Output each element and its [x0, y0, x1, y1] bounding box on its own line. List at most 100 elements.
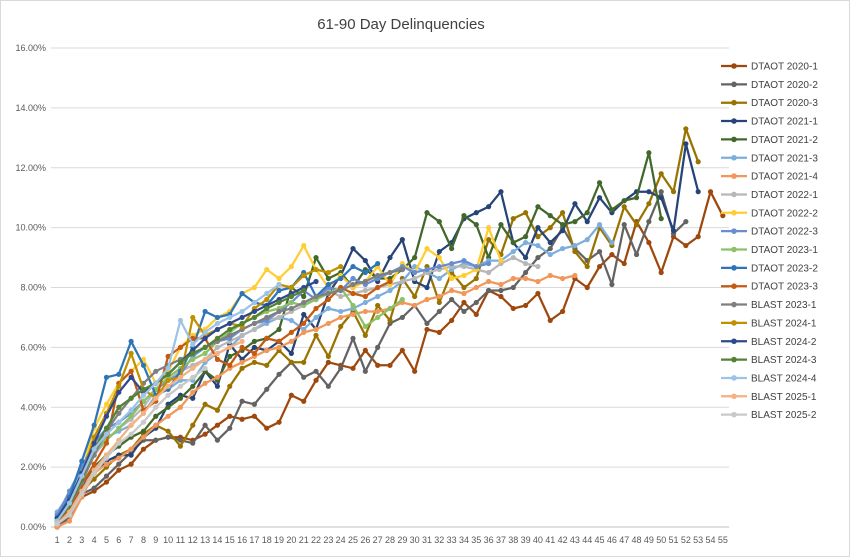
data-point — [190, 440, 196, 446]
x-tick-label: 55 — [718, 535, 728, 545]
data-point — [177, 317, 184, 324]
data-point — [153, 395, 159, 401]
data-point — [350, 281, 356, 288]
legend-swatch-marker — [731, 375, 737, 381]
data-point — [103, 479, 110, 485]
legend-swatch-marker — [731, 411, 737, 418]
data-point — [264, 296, 270, 303]
data-point — [251, 344, 257, 350]
data-point — [449, 275, 455, 282]
data-point — [153, 413, 159, 419]
x-tick-label: 13 — [200, 535, 210, 545]
legend-swatch-marker — [731, 99, 737, 106]
data-point — [276, 314, 282, 321]
data-point — [325, 269, 331, 276]
data-point — [399, 314, 405, 321]
x-tick-label: 49 — [644, 535, 654, 545]
legend-item: DTAOT 2021-2 — [721, 135, 818, 146]
data-point — [375, 293, 381, 300]
data-point — [288, 317, 294, 324]
data-point — [325, 275, 331, 282]
x-tick-label: 23 — [323, 535, 333, 545]
data-point — [350, 263, 356, 270]
data-point — [239, 320, 245, 327]
data-point — [523, 260, 529, 267]
series-line — [56, 274, 577, 529]
x-tick-label: 50 — [656, 535, 666, 545]
legend-item: DTAOT 2021-1 — [721, 117, 818, 128]
data-point — [190, 389, 196, 395]
x-tick-label: 39 — [521, 535, 531, 545]
data-point — [559, 228, 566, 234]
data-point — [695, 159, 701, 165]
data-point — [251, 299, 257, 306]
data-point — [128, 452, 134, 458]
data-point — [338, 287, 344, 294]
chart-title: 61-90 Day Delinquencies — [317, 16, 485, 33]
x-tick-label: 20 — [286, 535, 296, 545]
data-point — [140, 434, 147, 440]
x-tick-label: 7 — [129, 535, 134, 545]
data-point — [301, 299, 307, 306]
data-point — [251, 308, 257, 315]
y-tick-label: 16.00% — [15, 43, 46, 53]
x-tick-label: 1 — [55, 535, 60, 545]
data-point — [165, 377, 171, 383]
data-point — [596, 248, 603, 255]
data-point — [572, 248, 578, 255]
series-line — [56, 256, 540, 523]
data-point — [535, 254, 541, 261]
data-point — [646, 219, 652, 225]
x-tick-label: 54 — [706, 535, 716, 545]
data-point — [646, 189, 652, 195]
series — [54, 141, 701, 527]
data-point — [214, 407, 221, 413]
data-point — [227, 383, 233, 389]
data-point — [362, 323, 368, 330]
x-tick-label: 53 — [693, 535, 703, 545]
data-point — [572, 201, 578, 207]
data-point — [190, 383, 196, 389]
data-point — [177, 443, 184, 449]
series-line — [56, 151, 663, 523]
data-point — [91, 422, 97, 428]
data-point — [214, 383, 221, 389]
data-point — [165, 383, 171, 389]
data-point — [288, 284, 294, 291]
data-point — [350, 245, 356, 252]
data-point — [399, 347, 405, 353]
data-point — [486, 237, 492, 243]
data-point — [251, 314, 257, 321]
data-point — [214, 335, 221, 341]
legend-label: DTAOT 2021-3 — [751, 153, 818, 164]
data-point — [116, 419, 122, 425]
data-point — [177, 359, 184, 365]
data-point — [412, 269, 418, 276]
x-tick-label: 22 — [311, 535, 321, 545]
data-point — [91, 470, 97, 476]
legend-item: DTAOT 2022-3 — [721, 227, 818, 238]
series — [54, 260, 381, 521]
data-point — [535, 242, 541, 249]
data-point — [338, 275, 344, 282]
data-point — [350, 290, 356, 297]
data-point — [276, 419, 282, 425]
data-point — [227, 326, 233, 333]
x-tick-label: 9 — [153, 535, 158, 545]
data-point — [449, 287, 455, 294]
data-point — [362, 299, 368, 306]
data-point — [276, 287, 282, 294]
data-point — [436, 329, 442, 336]
data-point — [190, 356, 196, 362]
data-point — [461, 213, 467, 219]
data-point — [91, 461, 97, 467]
data-point — [264, 335, 270, 341]
data-point — [498, 293, 504, 300]
data-point — [461, 257, 467, 264]
data-point — [387, 269, 393, 276]
data-point — [375, 362, 381, 368]
legend-swatch-marker — [731, 246, 737, 253]
data-point — [658, 269, 664, 276]
data-point — [202, 329, 208, 336]
data-point — [116, 425, 122, 431]
